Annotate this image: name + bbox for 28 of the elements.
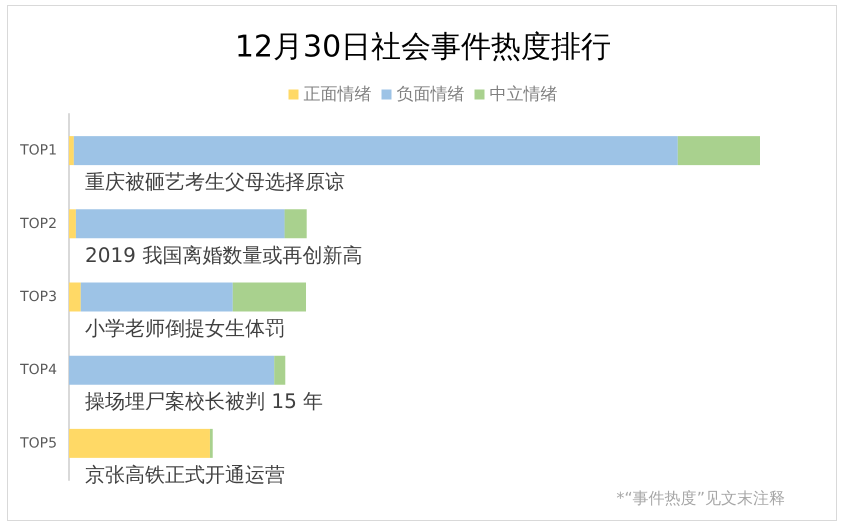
bar xyxy=(69,209,76,238)
bar xyxy=(69,282,81,312)
bar xyxy=(210,428,213,458)
y-tick-label: TOP2 xyxy=(19,216,57,232)
bar xyxy=(80,282,233,312)
bar xyxy=(69,428,210,458)
bar xyxy=(274,356,286,385)
y-tick-label: TOP1 xyxy=(19,142,57,159)
bar xyxy=(678,136,760,166)
bar xyxy=(69,136,74,166)
bar xyxy=(76,209,285,238)
bar xyxy=(232,282,306,312)
y-tick-label: TOP5 xyxy=(19,435,57,452)
text: *“事件热度”见文末注释 xyxy=(616,488,785,508)
annotation: 重庆被砸艺考生父母选择原谅 xyxy=(85,170,345,194)
annotation: 2019 我国离婚数量或再创新高 xyxy=(85,242,362,267)
y-tick-label: TOP4 xyxy=(19,362,58,378)
chart-title: 12月30日社会事件热度排行 xyxy=(234,30,612,64)
legend-label: 负面情绪 xyxy=(396,84,464,104)
legend-label: 中立情绪 xyxy=(490,84,558,104)
annotation: 小学老师倒提女生体罚 xyxy=(85,316,285,340)
legend-label: 正面情绪 xyxy=(304,84,372,104)
y-tick-label: TOP3 xyxy=(19,289,57,305)
bar xyxy=(284,209,307,238)
bar xyxy=(74,136,678,166)
bar xyxy=(69,356,274,385)
annotation: 操场埋尸案校长被判 15 年 xyxy=(85,389,324,414)
annotation: 京张高铁正式开通运营 xyxy=(85,462,285,486)
